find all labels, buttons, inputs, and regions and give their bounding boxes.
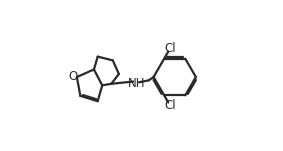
Text: Cl: Cl [164, 42, 176, 55]
Text: NH: NH [127, 77, 145, 90]
Text: Cl: Cl [164, 99, 176, 112]
Text: O: O [68, 70, 77, 83]
